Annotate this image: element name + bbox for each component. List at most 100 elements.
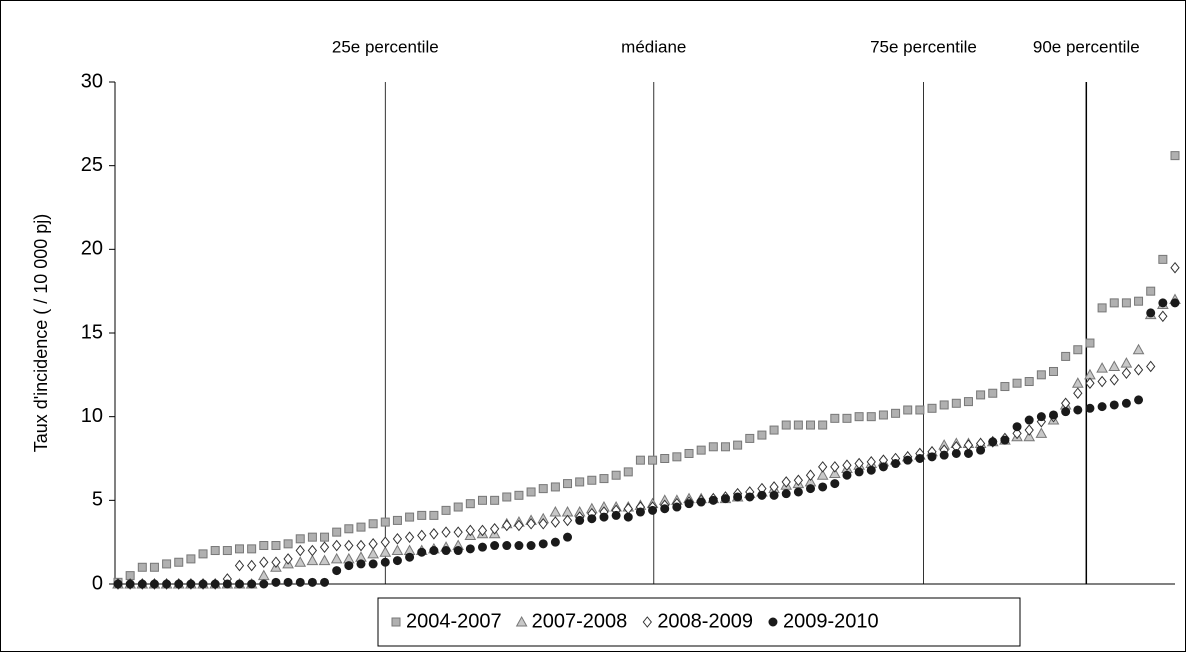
y-tick-label: 30: [81, 70, 103, 92]
marker: [660, 504, 670, 514]
marker: [489, 522, 500, 535]
marker: [1170, 298, 1180, 308]
marker: [963, 397, 973, 407]
marker: [526, 541, 536, 551]
marker: [247, 579, 257, 589]
marker: [549, 506, 562, 517]
marker: [306, 554, 319, 566]
legend-marker: [391, 617, 401, 627]
marker: [1133, 364, 1144, 376]
marker: [563, 479, 573, 489]
marker: [1097, 402, 1107, 412]
marker: [684, 499, 694, 509]
y-tick-label: 20: [81, 238, 103, 260]
marker: [526, 487, 536, 497]
marker: [550, 537, 560, 547]
marker: [1170, 261, 1180, 274]
marker: [356, 522, 366, 532]
legend-marker: [515, 615, 528, 627]
marker: [1061, 351, 1071, 361]
percentile-label: médiane: [621, 37, 686, 56]
marker: [1024, 377, 1034, 387]
marker: [538, 484, 548, 494]
marker: [976, 445, 986, 455]
marker: [708, 495, 718, 505]
marker: [733, 492, 743, 502]
marker: [405, 512, 415, 522]
marker: [271, 541, 281, 551]
marker: [1097, 303, 1107, 313]
marker: [477, 542, 487, 552]
marker: [259, 556, 269, 569]
marker: [781, 489, 791, 499]
marker: [125, 579, 135, 589]
marker: [295, 534, 305, 544]
marker: [1012, 422, 1022, 432]
marker: [113, 579, 123, 589]
marker: [623, 512, 633, 522]
marker: [1023, 430, 1036, 442]
marker: [769, 425, 779, 435]
legend-label: 2008-2009: [657, 610, 753, 632]
marker: [307, 532, 317, 542]
marker: [891, 459, 901, 469]
marker: [234, 544, 244, 554]
marker: [1000, 435, 1010, 445]
marker: [599, 474, 609, 484]
y-tick-label: 5: [92, 489, 103, 511]
marker: [806, 420, 816, 430]
marker: [1012, 427, 1022, 440]
marker: [441, 546, 451, 556]
marker: [1158, 298, 1168, 308]
marker: [477, 495, 487, 505]
legend-marker: [642, 616, 652, 628]
marker: [332, 566, 342, 576]
marker: [1036, 370, 1046, 380]
marker: [878, 462, 888, 472]
marker: [367, 547, 379, 559]
marker: [927, 452, 937, 462]
marker: [720, 442, 730, 452]
marker: [1108, 360, 1121, 371]
marker: [1134, 296, 1144, 306]
marker: [1170, 151, 1180, 161]
marker: [149, 562, 159, 572]
marker: [368, 519, 378, 529]
marker: [368, 559, 378, 569]
y-tick-label: 15: [81, 321, 103, 343]
marker: [635, 507, 645, 517]
marker: [514, 541, 524, 551]
marker: [988, 388, 998, 398]
marker: [294, 556, 307, 567]
marker: [708, 442, 718, 452]
marker: [417, 529, 427, 542]
marker: [830, 413, 840, 423]
marker: [745, 433, 755, 443]
marker: [842, 459, 852, 471]
marker: [720, 494, 730, 504]
marker: [380, 536, 390, 548]
marker: [854, 467, 864, 477]
marker: [1097, 375, 1107, 388]
marker: [318, 554, 331, 566]
marker: [1085, 338, 1095, 348]
marker: [1000, 382, 1010, 392]
marker: [1012, 378, 1022, 388]
marker: [149, 579, 159, 589]
marker: [1036, 412, 1046, 422]
marker: [1120, 357, 1133, 368]
marker: [344, 524, 354, 534]
y-tick-label: 25: [81, 154, 103, 176]
marker: [550, 516, 561, 528]
marker: [1146, 286, 1156, 296]
marker: [793, 487, 803, 497]
marker: [344, 561, 354, 571]
marker: [429, 527, 439, 540]
marker: [1158, 254, 1168, 264]
marker: [1158, 310, 1168, 323]
marker: [441, 505, 451, 515]
marker: [137, 579, 147, 589]
marker: [295, 577, 305, 587]
marker: [344, 539, 354, 552]
marker: [842, 413, 852, 423]
